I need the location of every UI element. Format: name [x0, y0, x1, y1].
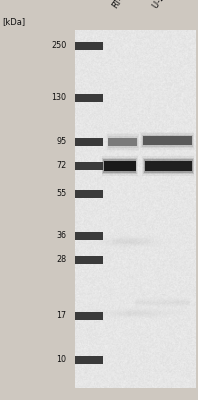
- Text: U-251 MG: U-251 MG: [151, 0, 182, 10]
- Bar: [75, 232, 103, 240]
- Text: 36: 36: [56, 232, 66, 240]
- Bar: [143, 158, 194, 174]
- Bar: [75, 190, 103, 198]
- Bar: [75, 312, 103, 320]
- Text: 72: 72: [56, 162, 66, 170]
- Text: 28: 28: [56, 256, 66, 264]
- Text: 55: 55: [56, 190, 66, 198]
- Bar: [144, 159, 193, 173]
- Bar: [75, 162, 103, 170]
- Bar: [102, 158, 137, 174]
- Bar: [103, 159, 136, 173]
- Bar: [142, 135, 193, 147]
- Bar: [75, 356, 103, 364]
- Bar: [104, 161, 136, 171]
- Text: [kDa]: [kDa]: [2, 18, 25, 26]
- Text: RT-4: RT-4: [110, 0, 128, 10]
- Bar: [108, 136, 138, 148]
- Bar: [109, 138, 137, 146]
- Bar: [140, 132, 194, 150]
- Bar: [75, 138, 103, 146]
- Text: 95: 95: [56, 138, 66, 146]
- Bar: [107, 134, 139, 150]
- Text: 250: 250: [51, 42, 66, 50]
- Text: 10: 10: [56, 356, 66, 364]
- Bar: [143, 136, 192, 145]
- Bar: [106, 133, 140, 151]
- Text: 17: 17: [56, 312, 66, 320]
- Bar: [141, 133, 194, 148]
- Bar: [75, 94, 103, 102]
- Bar: [142, 156, 194, 176]
- Text: 130: 130: [51, 94, 66, 102]
- Bar: [75, 42, 103, 50]
- Bar: [102, 156, 138, 176]
- Bar: [75, 256, 103, 264]
- Bar: [145, 161, 192, 171]
